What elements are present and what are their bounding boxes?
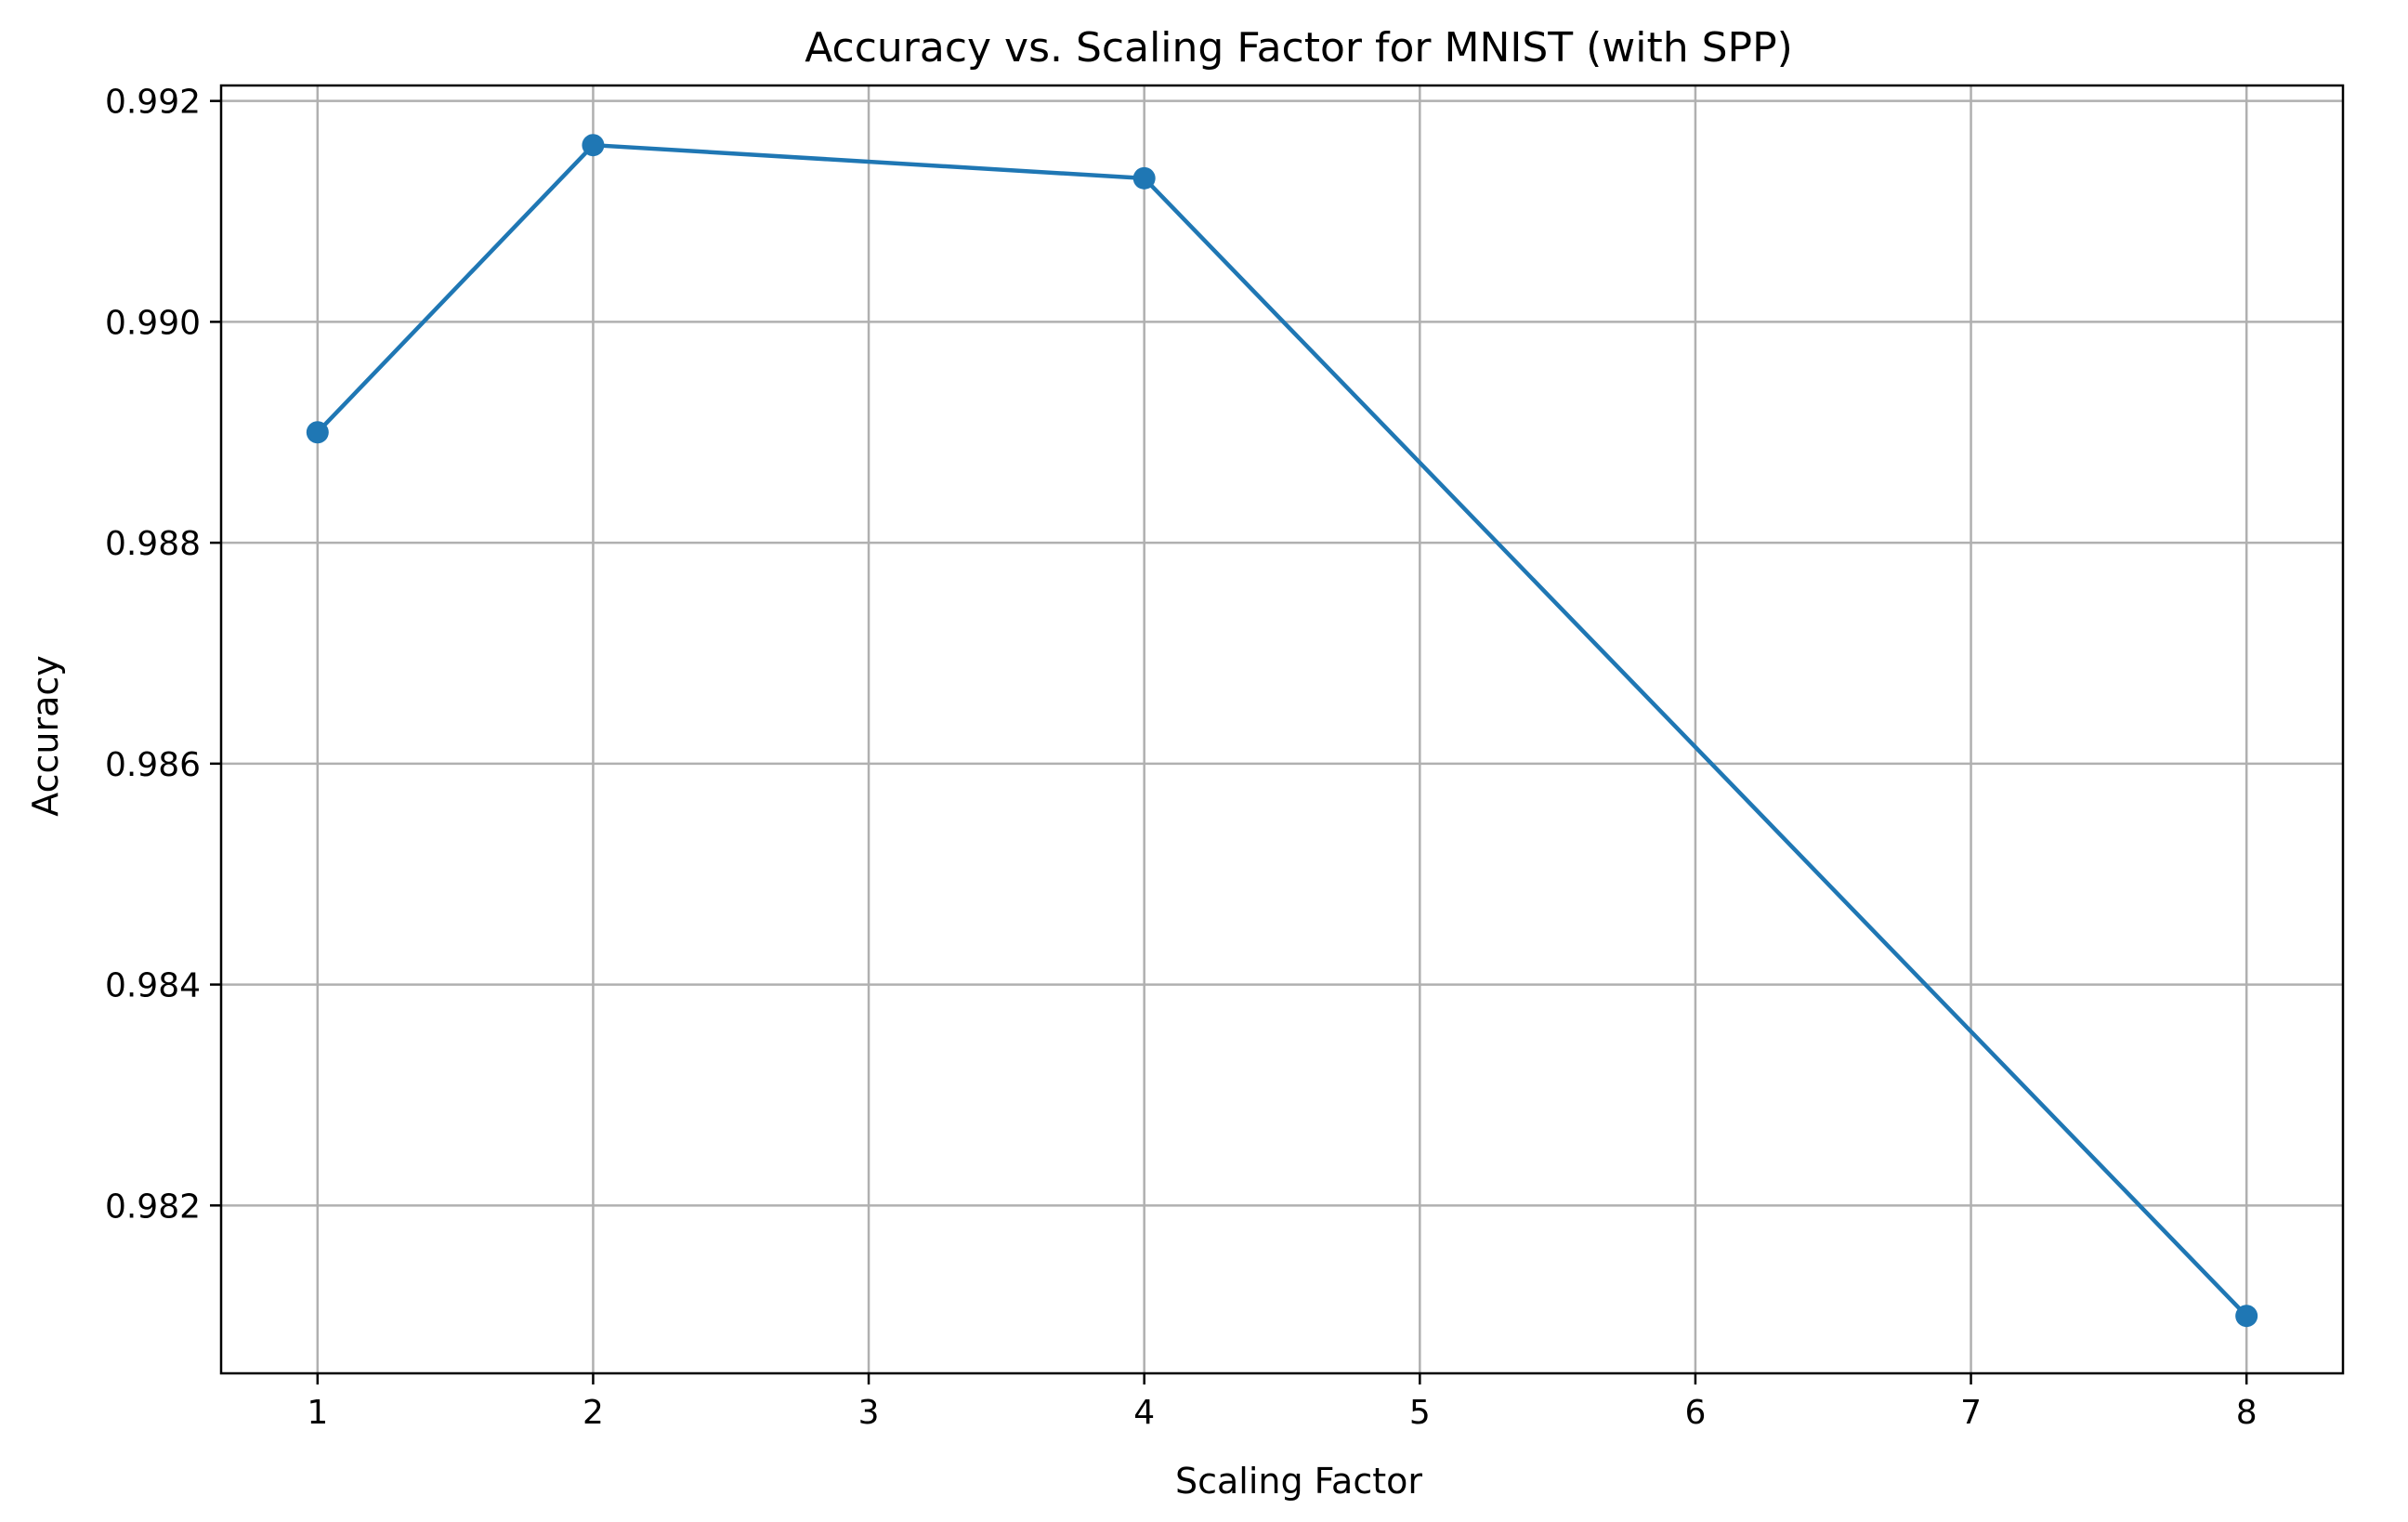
x-tick-label: 7 xyxy=(1960,1394,1982,1432)
x-tick-label: 5 xyxy=(1409,1394,1431,1432)
tick-layer: 1 2 3 4 5 6 7 8 0.982 0.984 0.986 0.988 0.990 0.992 xyxy=(105,84,2258,1432)
x-tick-label: 6 xyxy=(1684,1394,1706,1432)
x-tick-label: 4 xyxy=(1133,1394,1155,1432)
y-tick-label: 0.984 xyxy=(105,967,201,1005)
data-point xyxy=(2235,1305,2258,1328)
y-tick-label: 0.988 xyxy=(105,525,201,563)
series-line xyxy=(316,142,2248,1318)
y-tick-label: 0.992 xyxy=(105,84,201,122)
data-point xyxy=(582,134,605,157)
x-tick-label: 8 xyxy=(2236,1394,2258,1432)
y-tick-label: 0.990 xyxy=(105,304,201,342)
x-axis-label: Scaling Factor xyxy=(1175,1461,1422,1502)
chart-title: Accuracy vs. Scaling Factor for MNIST (w… xyxy=(805,24,1793,72)
y-tick-label: 0.986 xyxy=(105,746,201,784)
series-layer xyxy=(306,134,2258,1328)
x-tick-label: 3 xyxy=(858,1394,880,1432)
y-axis-label: Accuracy xyxy=(25,655,66,817)
data-point xyxy=(306,421,329,444)
x-tick-label: 2 xyxy=(582,1394,604,1432)
x-tick-label: 1 xyxy=(307,1394,328,1432)
y-tick-label: 0.982 xyxy=(105,1187,201,1226)
data-point xyxy=(1132,166,1156,190)
plot-frame xyxy=(219,84,2345,1375)
